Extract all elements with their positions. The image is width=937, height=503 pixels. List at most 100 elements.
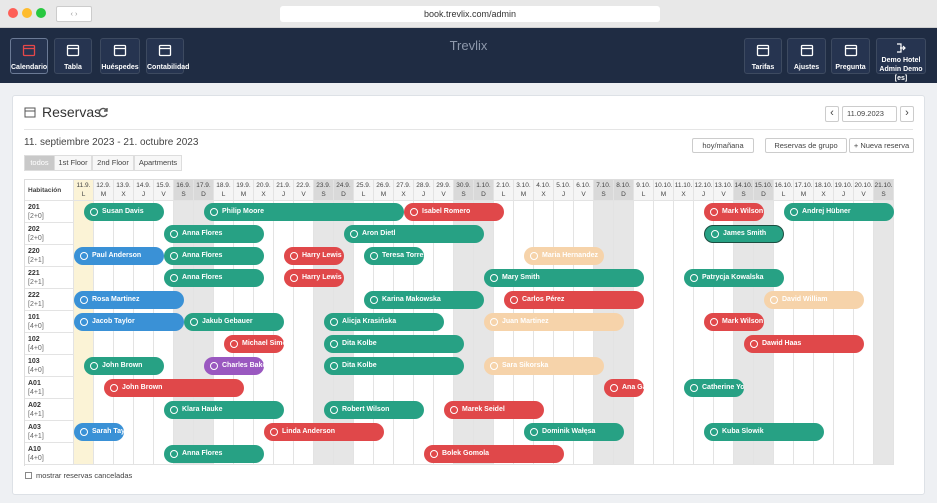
tab[interactable]: Apartments xyxy=(134,155,182,171)
day-column xyxy=(94,201,114,465)
booking[interactable]: Dominik Wałęsa xyxy=(524,423,624,441)
action-button[interactable]: Reservas de grupo xyxy=(765,138,847,153)
nav-button[interactable]: Ajustes xyxy=(787,38,826,74)
booking[interactable]: Bolek Gomola xyxy=(424,445,564,463)
guest-name: Sara Sikorska xyxy=(502,362,549,369)
booking[interactable]: Dawid Haas xyxy=(744,335,864,353)
nav-button[interactable]: Contabilidad xyxy=(146,38,189,74)
min-dot[interactable] xyxy=(22,8,32,18)
booking[interactable]: John Brown xyxy=(104,379,244,397)
booking[interactable]: Anna Flores xyxy=(164,269,264,287)
booking[interactable]: Anna Flores xyxy=(164,445,264,463)
booking[interactable]: Ana Garci xyxy=(604,379,644,397)
booking[interactable]: Sara Sikorska xyxy=(484,357,604,375)
booking[interactable]: James Smith xyxy=(704,225,784,243)
day-column xyxy=(194,201,214,465)
booking[interactable]: Robert Wilson xyxy=(324,401,424,419)
booking[interactable]: Philip Moore xyxy=(204,203,404,221)
refresh-icon[interactable] xyxy=(98,107,109,118)
day-date: 21.9. xyxy=(276,182,291,189)
booking[interactable]: Mark Wilson xyxy=(704,313,764,331)
guest-name: Kuba Slowik xyxy=(722,428,764,435)
account-button[interactable]: Demo Hotel Admin Demo [es] xyxy=(876,38,926,82)
booking[interactable]: Maria Hernandez xyxy=(524,247,604,265)
booking[interactable]: Rosa Martinez xyxy=(74,291,184,309)
day-column xyxy=(234,201,254,465)
booking[interactable]: Isabel Romero xyxy=(404,203,504,221)
tab[interactable]: 2nd Floor xyxy=(92,155,134,171)
booking[interactable]: John Brown xyxy=(84,357,164,375)
nav-arrows[interactable]: ‹ › xyxy=(56,6,92,22)
day-weekday: M xyxy=(800,191,807,198)
booking[interactable]: Paul Anderson xyxy=(74,247,164,265)
prev-button[interactable]: ‹ xyxy=(825,106,839,122)
guest-name: Philip Moore xyxy=(222,208,264,215)
booking[interactable]: Kuba Slowik xyxy=(704,423,824,441)
show-cancelled-label[interactable]: mostrar reservas canceladas xyxy=(36,471,133,480)
day-column xyxy=(374,201,394,465)
date-input[interactable]: 11.09.2023 xyxy=(842,106,897,122)
booking[interactable]: Anna Flores xyxy=(164,247,264,265)
booking[interactable]: Aron Dietl xyxy=(344,225,484,243)
booking[interactable]: Jakub Gebauer xyxy=(184,313,284,331)
max-dot[interactable] xyxy=(36,8,46,18)
booking[interactable]: Patrycja Kowalska xyxy=(684,269,784,287)
guest-name: Dawid Haas xyxy=(762,340,802,347)
booking[interactable]: Andrej Hübner xyxy=(784,203,894,221)
tab[interactable]: 1st Floor xyxy=(54,155,92,171)
booking[interactable]: Mark Wilson xyxy=(704,203,764,221)
day-column xyxy=(114,201,134,465)
booking[interactable]: Klara Hauke xyxy=(164,401,284,419)
nav-button[interactable]: Tabla xyxy=(54,38,92,74)
day-header: 13.10. V xyxy=(714,180,734,201)
booking[interactable]: Alicja Krasińska xyxy=(324,313,444,331)
booking[interactable]: Karina Makowska xyxy=(364,291,484,309)
booking[interactable]: Carlos Pérez xyxy=(504,291,644,309)
action-button[interactable]: + Nueva reserva xyxy=(849,138,914,153)
booking[interactable]: Catherine Young xyxy=(684,379,744,397)
guest-name: Ana Garci xyxy=(622,384,644,391)
booking[interactable]: Mary Smith xyxy=(484,269,644,287)
day-header: 10.10. M xyxy=(654,180,674,201)
booking[interactable]: Susan Davis xyxy=(84,203,164,221)
nav-button[interactable]: Huéspedes xyxy=(100,38,140,74)
booking[interactable]: Juan Martinez xyxy=(484,313,624,331)
room-capacity: [2+1] xyxy=(28,279,44,286)
booking[interactable]: David William xyxy=(764,291,864,309)
day-header: 5.10. J xyxy=(554,180,574,201)
booking[interactable]: Dita Kolbe xyxy=(324,335,464,353)
day-date: 13.9. xyxy=(116,182,131,189)
booking-icon xyxy=(790,208,798,216)
room-header: Habitación xyxy=(25,180,74,201)
booking[interactable]: Jacob Taylor xyxy=(74,313,184,331)
day-weekday: M xyxy=(380,191,387,198)
url-bar[interactable]: book.trevlix.com/admin xyxy=(280,6,660,22)
nav-icon xyxy=(800,44,813,57)
day-header: 8.10. D xyxy=(614,180,634,201)
booking[interactable]: Teresa Torres xyxy=(364,247,424,265)
booking[interactable]: Marek Seidel xyxy=(444,401,544,419)
action-button[interactable]: hoy/mañana xyxy=(692,138,754,153)
tab[interactable]: todos xyxy=(24,155,55,171)
booking[interactable]: Harry Lewis xyxy=(284,269,344,287)
booking[interactable]: Michael Simons xyxy=(224,335,284,353)
next-button[interactable]: › xyxy=(900,106,914,122)
nav-button[interactable]: Calendario xyxy=(10,38,48,74)
booking[interactable]: Harry Lewis xyxy=(284,247,344,265)
day-weekday: V xyxy=(161,191,166,198)
close-dot[interactable] xyxy=(8,8,18,18)
nav-button[interactable]: Tarifas xyxy=(744,38,782,74)
guest-name: Dita Kolbe xyxy=(342,340,377,347)
nav-button[interactable]: Pregunta xyxy=(831,38,870,74)
day-column xyxy=(714,201,734,465)
nav-label: Tabla xyxy=(64,64,82,71)
day-weekday: M xyxy=(100,191,107,198)
booking-icon xyxy=(690,384,698,392)
booking[interactable]: Linda Anderson xyxy=(264,423,384,441)
booking[interactable]: Dita Kolbe xyxy=(324,357,464,375)
checkbox[interactable] xyxy=(25,472,32,479)
booking[interactable]: Sarah Taylor xyxy=(74,423,124,441)
booking[interactable]: Charles Baker xyxy=(204,357,264,375)
booking[interactable]: Anna Flores xyxy=(164,225,264,243)
day-date: 30.9. xyxy=(456,182,471,189)
